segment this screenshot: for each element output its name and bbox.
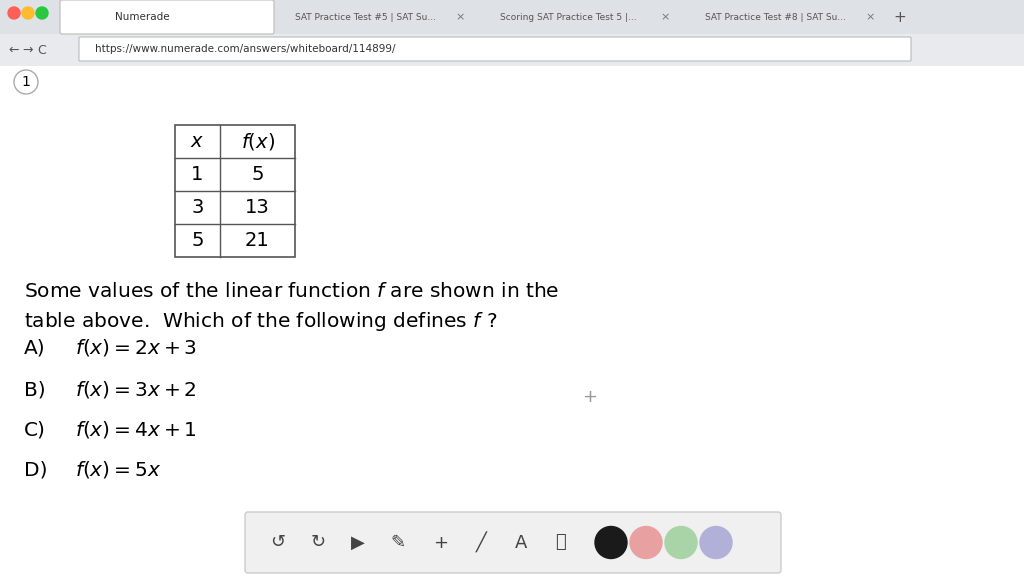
Text: $f(x) = 4x + 1$: $f(x) = 4x + 1$: [75, 420, 197, 441]
Text: 5: 5: [191, 231, 204, 250]
Circle shape: [14, 70, 38, 94]
Text: 5: 5: [251, 165, 264, 184]
Bar: [0, 0, 1024, 66]
Text: ←: ←: [9, 44, 19, 56]
Text: C: C: [38, 44, 46, 56]
Circle shape: [36, 7, 48, 19]
Circle shape: [8, 7, 20, 19]
Text: +: +: [894, 9, 906, 24]
Text: 21: 21: [245, 231, 270, 250]
FancyBboxPatch shape: [79, 37, 911, 61]
Text: https://www.numerade.com/answers/whiteboard/114899/: https://www.numerade.com/answers/whitebo…: [95, 44, 395, 54]
Text: 3: 3: [191, 198, 204, 217]
Text: →: →: [23, 44, 33, 56]
Text: +: +: [433, 534, 449, 552]
Text: table above.  Which of the following defines $f$ ?: table above. Which of the following defi…: [24, 310, 498, 333]
Text: D): D): [24, 460, 47, 480]
Text: Numerade: Numerade: [115, 12, 170, 22]
Text: $f(x) = 5x$: $f(x) = 5x$: [75, 460, 162, 481]
Text: ▶: ▶: [351, 534, 365, 552]
Text: ╱: ╱: [475, 532, 486, 553]
Text: SAT Practice Test #5 | SAT Su...: SAT Practice Test #5 | SAT Su...: [295, 12, 436, 22]
Text: ✎: ✎: [390, 534, 406, 552]
Text: 13: 13: [245, 198, 270, 217]
Circle shape: [595, 527, 627, 559]
Text: $f(x)$: $f(x)$: [241, 131, 274, 152]
FancyBboxPatch shape: [60, 0, 274, 34]
Circle shape: [700, 527, 732, 559]
Text: $f(x) = 3x + 2$: $f(x) = 3x + 2$: [75, 379, 197, 400]
FancyBboxPatch shape: [245, 512, 781, 573]
Text: SAT Practice Test #8 | SAT Su...: SAT Practice Test #8 | SAT Su...: [705, 12, 846, 22]
Circle shape: [630, 527, 662, 559]
Text: ×: ×: [660, 12, 670, 22]
Text: ×: ×: [456, 12, 465, 22]
Text: B): B): [24, 381, 46, 399]
Circle shape: [22, 7, 34, 19]
Text: 1: 1: [191, 165, 204, 184]
Text: ⬜: ⬜: [556, 534, 566, 552]
Text: A: A: [515, 534, 527, 552]
Text: Some values of the linear function $f$ are shown in the: Some values of the linear function $f$ a…: [24, 282, 559, 301]
Text: Scoring SAT Practice Test 5 |...: Scoring SAT Practice Test 5 |...: [500, 12, 637, 22]
Circle shape: [665, 527, 697, 559]
Text: C): C): [24, 421, 46, 439]
Bar: [175, 125, 295, 257]
Text: ↻: ↻: [310, 534, 326, 552]
Text: A): A): [24, 339, 46, 357]
Text: ×: ×: [865, 12, 874, 22]
Text: $x$: $x$: [190, 132, 205, 151]
Text: +: +: [583, 388, 597, 406]
Text: 1: 1: [22, 75, 31, 89]
Text: $f(x) = 2x + 3$: $f(x) = 2x + 3$: [75, 338, 197, 359]
Text: ↺: ↺: [270, 534, 286, 552]
Bar: [0, 34, 1024, 66]
